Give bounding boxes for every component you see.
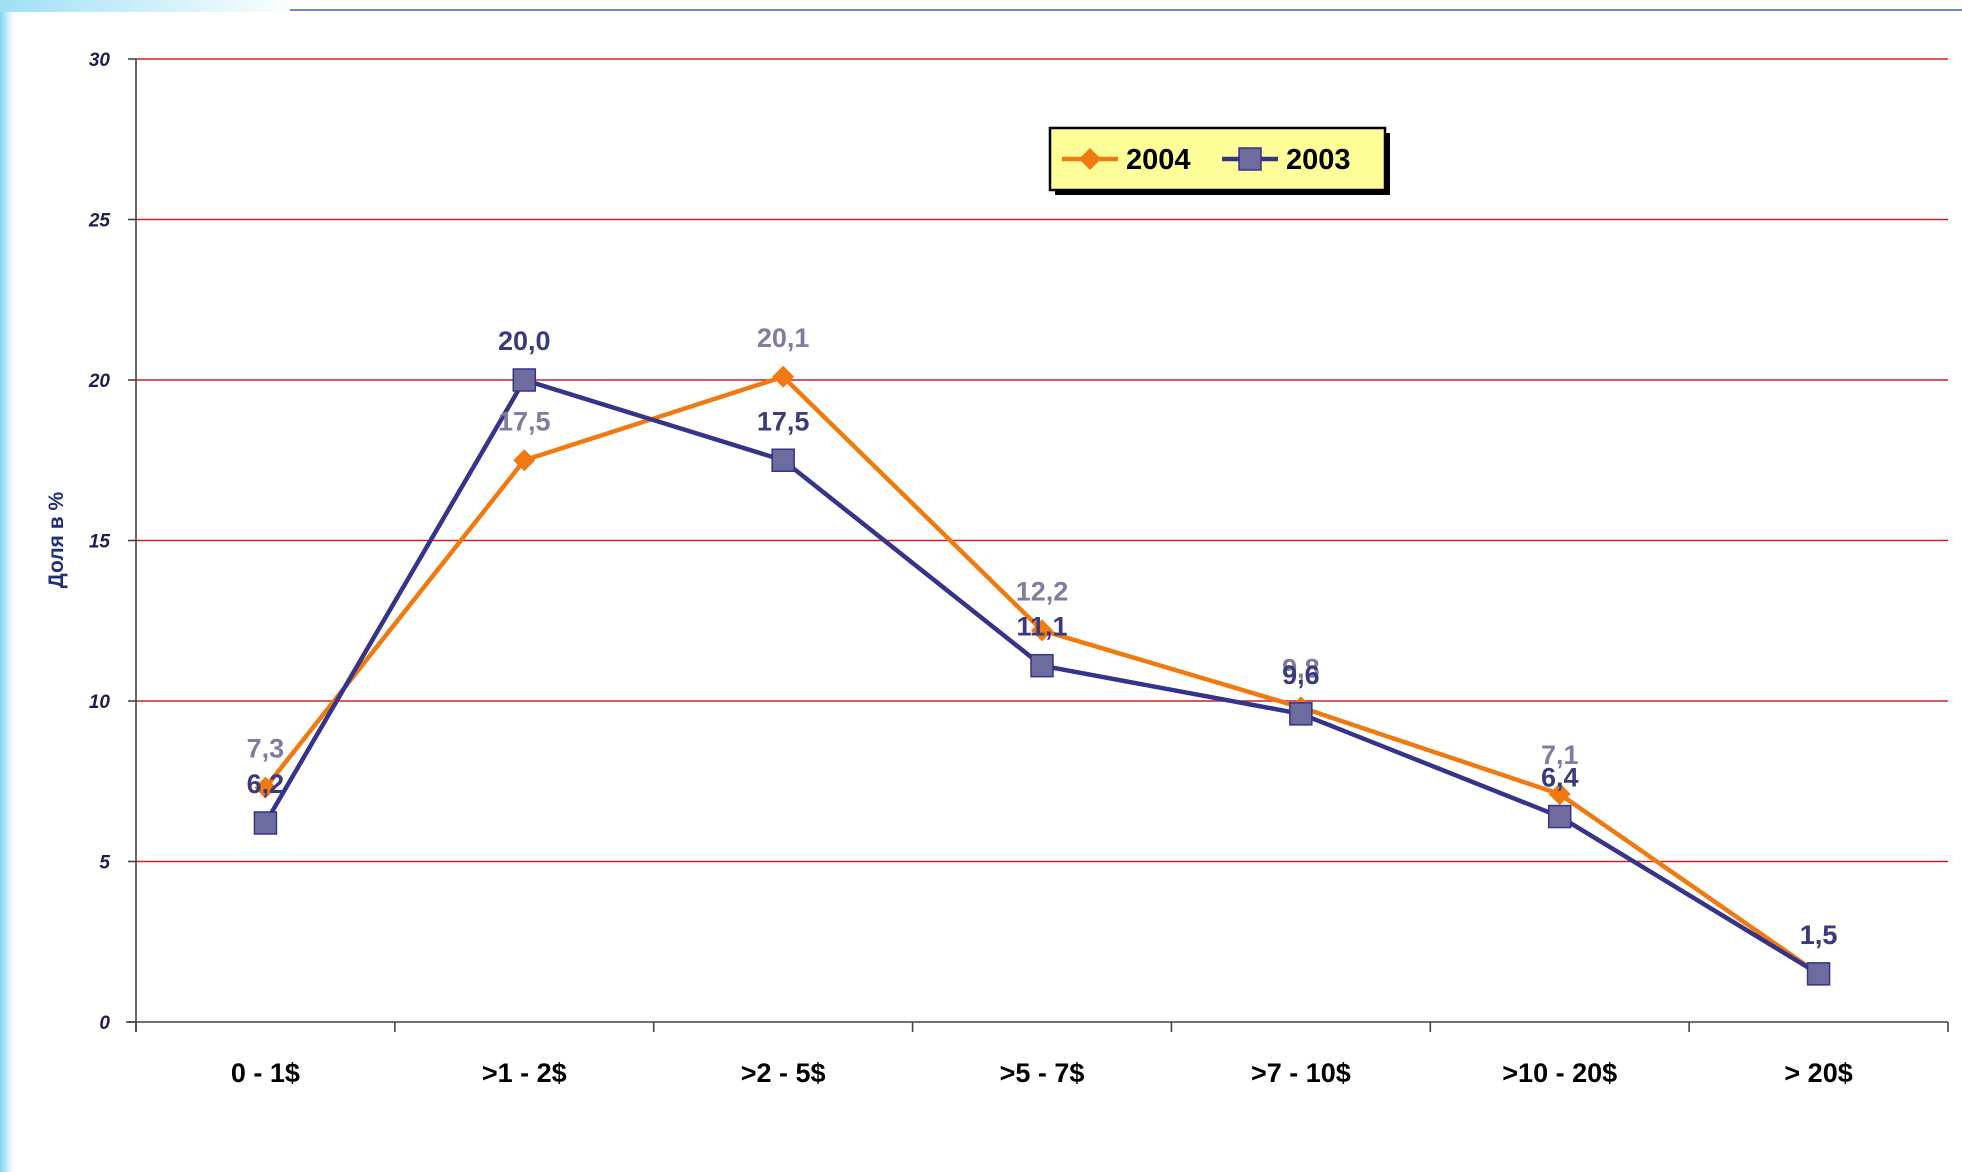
data-label-2003: 6,4 [1541, 763, 1579, 793]
data-label-2004: 7,3 [247, 734, 285, 764]
x-tick-label: >2 - 5$ [741, 1058, 826, 1088]
data-label-2004: 12,2 [1016, 576, 1069, 606]
x-tick-label: >7 - 10$ [1251, 1058, 1351, 1088]
series-group [253, 365, 1831, 986]
legend-entry-2003: 2003 [1286, 144, 1351, 176]
left-edge-glow [0, 0, 14, 1172]
data-label-2003: 20,0 [498, 326, 551, 356]
marker-2003 [253, 811, 278, 835]
marker-2004 [772, 365, 795, 388]
marker-2003 [1806, 962, 1831, 986]
marker-2003 [1547, 804, 1572, 829]
data-label-2004: 17,5 [498, 406, 551, 436]
data-label-2003: 1,5 [1800, 920, 1838, 950]
data-label-2004: 7,1 [1541, 740, 1579, 770]
marker-2004 [1548, 783, 1571, 806]
marker-2003 [1030, 653, 1054, 678]
legend-marker-2003 [1238, 147, 1262, 171]
y-tick-labels: 0 5 10 15 20 25 30 [88, 50, 111, 1034]
y-tick-label: 10 [89, 692, 111, 713]
y-tick-label: 15 [89, 532, 111, 553]
data-label-2003: 9,6 [1282, 660, 1320, 690]
y-tick-label: 20 [88, 371, 111, 392]
legend-marker-2004 [1079, 148, 1101, 170]
x-tick-labels: 0 - 1$ >1 - 2$ >2 - 5$ >5 - 7$ >7 - 10$ >10 -… [231, 1058, 1853, 1088]
y-axis-label: Доля в % [45, 491, 68, 588]
marker-2003 [1289, 702, 1313, 726]
data-label-2004: 20,1 [757, 323, 810, 353]
data-label-2003: 11,1 [1016, 612, 1067, 642]
x-tick-label: > 20$ [1784, 1058, 1852, 1088]
top-rule [290, 9, 1962, 11]
axes [126, 58, 1949, 1032]
legend-entry-2004: 2004 [1126, 144, 1191, 176]
marker-2004 [1031, 619, 1053, 642]
y-tick-label: 25 [88, 211, 111, 232]
x-tick-label: >5 - 7$ [1000, 1058, 1085, 1088]
y-tick-label: 0 [99, 1013, 110, 1034]
legend: 2004 2003 [1048, 126, 1390, 195]
marker-2003 [512, 368, 537, 392]
y-tick-label: 5 [99, 853, 110, 874]
gridlines [136, 58, 1948, 863]
y-tick-label: 30 [89, 50, 111, 71]
marker-2004 [513, 449, 536, 472]
data-label-2004: 1,5 [1800, 920, 1838, 950]
top-edge-glow [0, 0, 300, 12]
data-label-2003: 6,2 [247, 769, 285, 799]
data-label-2004: 9,8 [1282, 653, 1320, 683]
data-label-2003: 17,5 [757, 406, 810, 436]
x-tick-label: >10 - 20$ [1502, 1058, 1617, 1088]
x-tick-label: 0 - 1$ [231, 1058, 300, 1088]
x-tick-label: >1 - 2$ [482, 1058, 567, 1088]
marker-2003 [771, 448, 795, 472]
marker-2004 [254, 776, 277, 799]
data-labels: 7,3 17,5 20,1 12,2 9,8 7,1 1,5 6,2 20,0 17,5 11,1 9… [247, 323, 1838, 950]
